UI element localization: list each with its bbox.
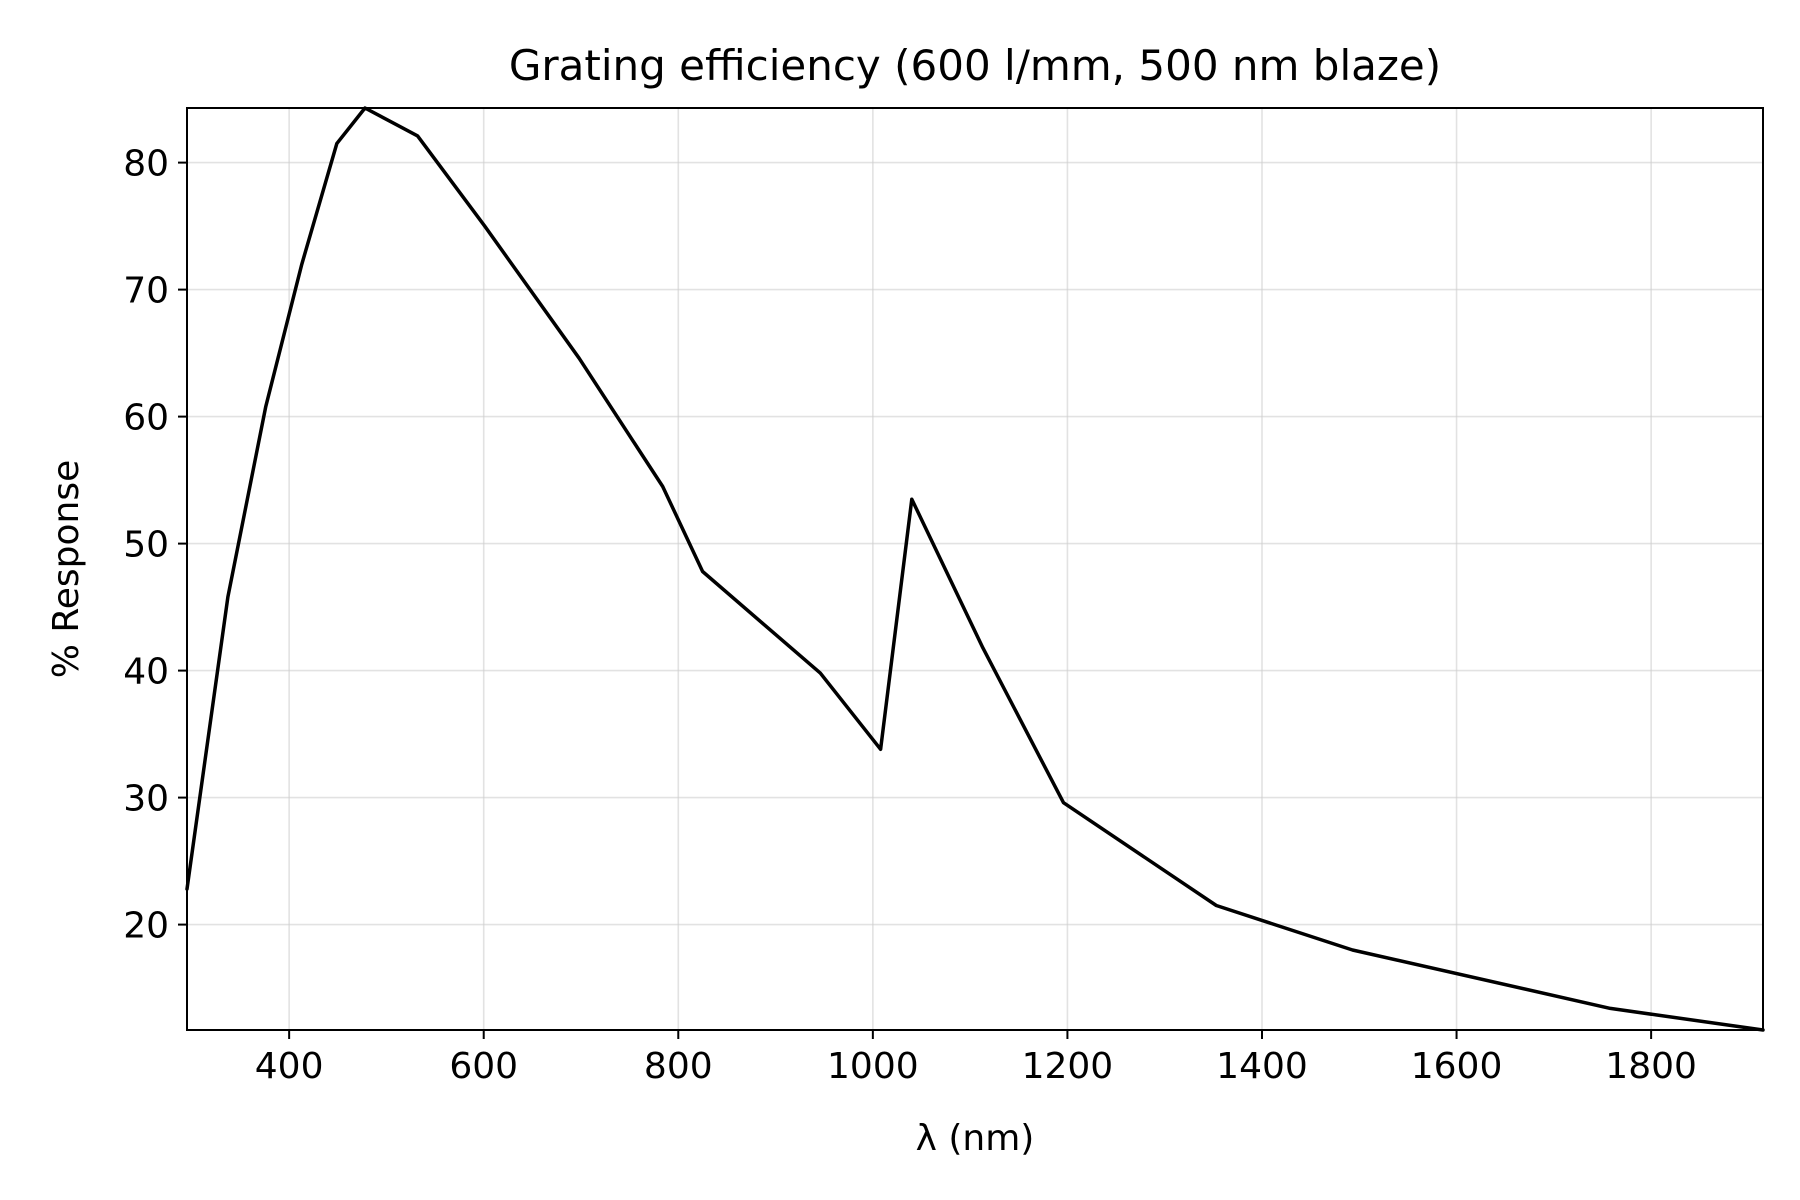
x-axis-label: λ (nm) (916, 1118, 1035, 1159)
x-tick-label: 400 (255, 1046, 324, 1087)
y-tick-label: 60 (123, 398, 169, 439)
x-axis: 400 600 800 1000 1200 1400 1600 1800 (255, 1030, 1697, 1087)
series-line (185, 106, 1765, 1032)
x-tick-label: 1400 (1216, 1046, 1308, 1087)
y-axis: 20 30 40 50 60 70 80 (123, 144, 187, 947)
grid (187, 108, 1763, 1030)
x-tick-label: 1600 (1411, 1046, 1503, 1087)
y-tick-label: 70 (123, 271, 169, 312)
series-layer (185, 106, 1765, 1032)
y-axis-label: % Response (46, 460, 87, 679)
y-tick-label: 30 (123, 779, 169, 820)
y-tick-label: 80 (123, 144, 169, 185)
x-tick-label: 600 (449, 1046, 518, 1087)
x-tick-label: 1000 (827, 1046, 919, 1087)
plot-area-frame (186, 107, 1764, 1031)
x-tick-label: 1200 (1022, 1046, 1114, 1087)
y-tick-label: 40 (123, 652, 169, 693)
x-tick-label: 1800 (1605, 1046, 1697, 1087)
y-tick-label: 20 (123, 906, 169, 947)
x-tick-label: 800 (644, 1046, 713, 1087)
chart-title: Grating efficiency (600 l/mm, 500 nm bla… (509, 41, 1441, 90)
y-tick-label: 50 (123, 525, 169, 566)
